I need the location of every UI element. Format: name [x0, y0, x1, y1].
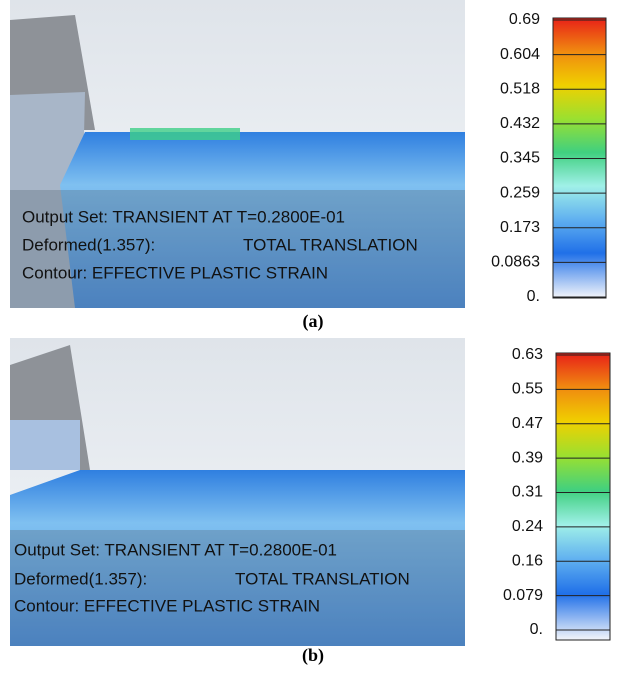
legend-label: 0. — [527, 288, 540, 305]
contour: Contour: EFFECTIVE PLASTIC STRAIN — [14, 596, 320, 615]
colorbar — [556, 353, 610, 640]
caption: (a) — [303, 311, 324, 332]
legend-label: 0.0863 — [491, 254, 540, 271]
figure: 0.69 0.604 0.518 0.432 0.345 0.259 0.173 0.0863… — [0, 0, 627, 668]
legend-label: 0.47 — [512, 415, 543, 432]
translation: TOTAL TRANSLATION — [235, 569, 410, 588]
output-set: Output Set: TRANSIENT AT T=0.2800E-01 — [22, 207, 345, 226]
output-set: Output Set: TRANSIENT AT T=0.2800E-01 — [14, 540, 337, 559]
scene — [10, 0, 465, 308]
legend-label: 0.079 — [503, 587, 543, 604]
legend-label: 0.69 — [509, 11, 540, 28]
legend-label: 0.345 — [500, 150, 540, 167]
legend-label: 0.63 — [512, 346, 543, 363]
legend-label: 0.432 — [500, 115, 540, 132]
caption: (b) — [302, 645, 324, 666]
legend-label: 0.24 — [512, 518, 543, 535]
green-strain — [130, 128, 240, 140]
legend-label: 0.173 — [500, 219, 540, 236]
legend-label: 0.55 — [512, 381, 543, 398]
legend-label: 0.16 — [512, 552, 543, 569]
legend-label: 0.259 — [500, 184, 540, 201]
legend-label: 0. — [530, 621, 543, 638]
legend-label: 0.31 — [512, 484, 543, 501]
deformed: Deformed(1.357): — [22, 235, 155, 254]
legend-label: 0.604 — [500, 46, 540, 63]
deformed: Deformed(1.357): — [14, 569, 147, 588]
legend-label: 0.39 — [512, 449, 543, 466]
contour: Contour: EFFECTIVE PLASTIC STRAIN — [22, 263, 328, 282]
gray-block — [10, 420, 80, 470]
translation: TOTAL TRANSLATION — [243, 235, 418, 254]
legend-label: 0.518 — [500, 80, 540, 97]
